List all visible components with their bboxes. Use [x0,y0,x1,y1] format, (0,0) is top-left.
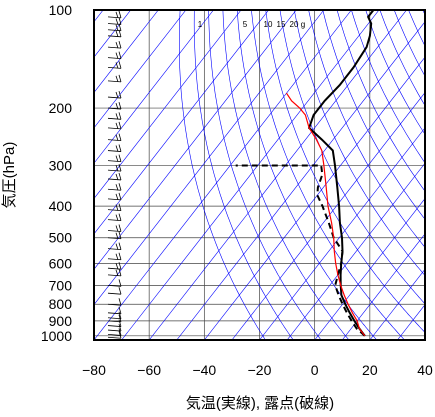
wind-barb [108,193,121,200]
mixing-ratio-label: g [301,20,305,29]
dry-adiabat-line [209,10,322,340]
dry-adiabat-line [323,10,435,340]
y-tick-600: 600 [49,256,73,272]
wind-barb [108,155,121,162]
y-tick-400: 400 [49,198,73,214]
dry-adiabat-line [351,10,435,340]
x-tick--40: −40 [192,362,216,378]
wind-barb [108,224,121,231]
wind-barb [108,75,121,82]
x-tick-0: 0 [311,362,319,378]
isotherm-line [0,10,158,340]
wind-barb [108,11,121,18]
dry-adiabat-line [266,10,433,340]
y-tick-300: 300 [49,157,73,173]
x-tick--60: −60 [137,362,161,378]
y-axis-title: 気圧(hPa) [1,142,18,209]
mixing-ratio-label: 10 [264,20,273,29]
grid [94,10,425,340]
x-tick--20: −20 [248,362,272,378]
wind-barb [108,183,121,190]
x-axis-title: 気温(実線), 露点(破線) [186,395,334,412]
wind-barb [108,122,121,129]
x-tick--80: −80 [82,362,106,378]
isotherm-line [0,10,241,340]
x-tick-20: 20 [362,362,378,378]
wind-barb [108,17,121,24]
isotherm-line [0,10,186,340]
y-tick-1000: 1000 [41,328,72,344]
wind-barb [108,145,121,152]
dry-adiabat-line [223,10,349,340]
isotherm-line [0,10,213,340]
isotherm-line [39,10,296,340]
y-tick-100: 100 [49,2,73,18]
wind-barb [108,112,121,119]
x-tick-labels: −80 −60 −40 −20 0 20 40 [82,362,433,378]
wind-barb [108,41,121,48]
mixing-ratio-label: 20 [290,20,299,29]
wind-barb [108,24,121,31]
mixing-ratio-label: 15 [277,20,286,29]
x-tick-40: 40 [417,362,433,378]
dry-adiabat-line [337,10,435,340]
mixing-ratio-label: 1 [198,20,203,29]
y-tick-800: 800 [49,296,73,312]
isotherm-line [149,10,406,340]
y-tick-700: 700 [49,277,73,293]
y-tick-200: 200 [49,100,73,116]
y-tick-900: 900 [49,313,73,329]
wind-barb [108,214,121,221]
dry-adiabat-line [409,10,435,340]
wind-barb [108,287,121,294]
isotherm-line [342,10,435,340]
wind-barb [108,253,121,260]
wind-barb [108,173,121,180]
y-tick-500: 500 [49,230,73,246]
wind-barb [108,61,121,68]
mixing-ratio-label: 5 [243,20,248,29]
isotherm-line [287,10,435,340]
dry-adiabat-line [194,10,293,340]
wind-barb [108,52,121,59]
wind-barb [108,243,121,250]
isotherm-line [425,10,435,340]
wind-barb [108,91,121,98]
